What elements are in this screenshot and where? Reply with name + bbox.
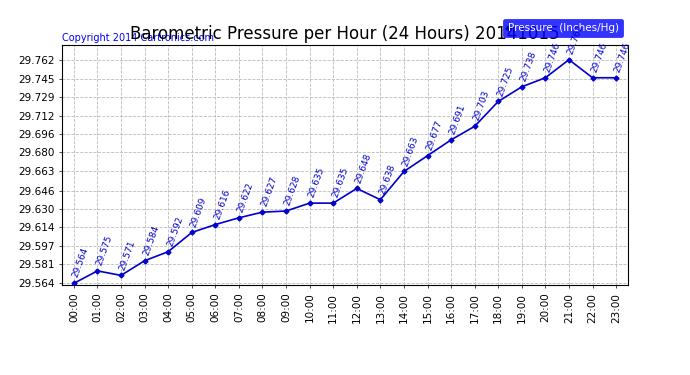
Pressure  (Inches/Hg) <box>235 216 243 220</box>
Pressure  (Inches/Hg) <box>329 201 337 206</box>
Text: 29.635: 29.635 <box>331 166 350 199</box>
Text: 29.571: 29.571 <box>118 238 137 271</box>
Pressure  (Inches/Hg) <box>258 210 266 214</box>
Pressure  (Inches/Hg) <box>306 201 314 206</box>
Text: 29.648: 29.648 <box>354 152 373 184</box>
Text: 29.575: 29.575 <box>95 234 114 267</box>
Pressure  (Inches/Hg) <box>589 75 597 80</box>
Text: Copyright 2014 Cartronics.com: Copyright 2014 Cartronics.com <box>62 33 214 43</box>
Text: 29.584: 29.584 <box>141 224 161 256</box>
Text: 29.635: 29.635 <box>307 166 326 199</box>
Pressure  (Inches/Hg) <box>447 138 455 142</box>
Text: 29.677: 29.677 <box>424 119 444 152</box>
Pressure  (Inches/Hg) <box>211 222 219 227</box>
Pressure  (Inches/Hg) <box>164 249 172 254</box>
Text: 29.628: 29.628 <box>283 174 302 207</box>
Pressure  (Inches/Hg) <box>612 75 620 80</box>
Text: 29.746: 29.746 <box>542 41 562 74</box>
Text: 29.638: 29.638 <box>377 163 397 196</box>
Pressure  (Inches/Hg) <box>424 153 432 158</box>
Pressure  (Inches/Hg) <box>117 273 125 278</box>
Text: 29.616: 29.616 <box>213 188 232 220</box>
Pressure  (Inches/Hg) <box>471 124 479 129</box>
Text: 29.703: 29.703 <box>472 90 491 122</box>
Text: 29.725: 29.725 <box>495 65 515 97</box>
Pressure  (Inches/Hg) <box>141 258 149 263</box>
Text: 29.592: 29.592 <box>166 215 184 248</box>
Text: 29.691: 29.691 <box>448 103 467 136</box>
Pressure  (Inches/Hg) <box>565 57 573 62</box>
Text: 29.609: 29.609 <box>189 196 208 228</box>
Text: 29.564: 29.564 <box>71 247 90 279</box>
Pressure  (Inches/Hg) <box>376 198 384 202</box>
Pressure  (Inches/Hg) <box>400 169 408 174</box>
Text: 29.762: 29.762 <box>566 23 585 56</box>
Pressure  (Inches/Hg) <box>518 84 526 89</box>
Pressure  (Inches/Hg) <box>494 99 502 104</box>
Text: 29.627: 29.627 <box>259 176 279 208</box>
Text: 29.738: 29.738 <box>519 50 538 82</box>
Pressure  (Inches/Hg) <box>188 230 196 235</box>
Text: 29.663: 29.663 <box>401 135 420 167</box>
Text: 29.746: 29.746 <box>613 41 633 74</box>
Legend: Pressure  (Inches/Hg): Pressure (Inches/Hg) <box>504 19 622 38</box>
Text: 29.746: 29.746 <box>590 41 609 74</box>
Pressure  (Inches/Hg) <box>70 281 78 285</box>
Title: Barometric Pressure per Hour (24 Hours) 20141015: Barometric Pressure per Hour (24 Hours) … <box>130 26 560 44</box>
Pressure  (Inches/Hg) <box>541 75 549 80</box>
Line: Pressure  (Inches/Hg): Pressure (Inches/Hg) <box>72 58 618 285</box>
Pressure  (Inches/Hg) <box>93 268 101 273</box>
Pressure  (Inches/Hg) <box>282 209 290 213</box>
Pressure  (Inches/Hg) <box>353 186 361 190</box>
Text: 29.622: 29.622 <box>236 181 255 214</box>
